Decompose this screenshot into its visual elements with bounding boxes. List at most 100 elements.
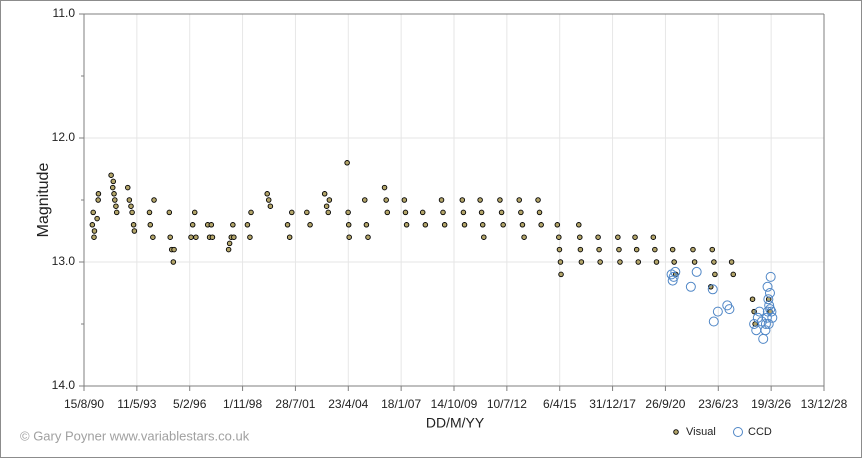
x-tick-label: 23/4/04: [328, 397, 368, 411]
x-tick-label: 31/12/17: [589, 397, 636, 411]
point: [691, 266, 702, 277]
point: [289, 209, 295, 216]
point: [345, 222, 352, 228]
point: [90, 209, 96, 216]
point: [248, 209, 254, 216]
point: [247, 234, 253, 240]
point: [381, 184, 388, 191]
annotation: © Gary Poyner www.variablestars.co.uk: [20, 428, 250, 443]
legend-label: Visual: [686, 426, 716, 438]
point: [711, 259, 717, 265]
point: [113, 209, 120, 216]
point: [671, 259, 677, 265]
point: [650, 234, 657, 240]
point: [108, 172, 114, 178]
x-tick-label: 23/6/23: [698, 397, 738, 411]
x-tick-label: 10/7/12: [487, 397, 527, 411]
point: [668, 271, 679, 282]
point: [326, 197, 333, 203]
y-tick-label: 12.0: [52, 130, 76, 144]
legend-marker: [733, 427, 743, 437]
x-tick-label: 13/12/28: [801, 397, 848, 411]
point: [556, 234, 562, 240]
point: [521, 234, 527, 240]
point: [128, 203, 134, 209]
point: [518, 209, 524, 216]
point: [208, 222, 215, 228]
point: [91, 228, 98, 234]
point: [749, 319, 760, 329]
point: [616, 246, 622, 253]
x-tick-label: 18/1/07: [381, 397, 421, 411]
point: [478, 209, 485, 216]
point: [712, 271, 718, 278]
point: [558, 271, 564, 278]
point: [728, 259, 735, 265]
point: [147, 222, 154, 228]
legend-marker: [673, 429, 679, 435]
point: [403, 222, 410, 228]
point: [110, 178, 117, 185]
point: [712, 306, 723, 317]
x-tick-label: 26/9/20: [645, 397, 685, 411]
point: [110, 184, 116, 191]
point: [126, 197, 133, 203]
point: [754, 306, 765, 317]
point: [760, 325, 771, 336]
point: [171, 246, 177, 253]
point: [730, 271, 736, 278]
point: [460, 209, 467, 216]
point: [363, 222, 370, 228]
point: [304, 209, 310, 216]
point: [708, 316, 719, 327]
point: [384, 209, 391, 216]
point: [763, 319, 774, 329]
point: [709, 246, 716, 253]
legend-label: CCD: [748, 426, 772, 438]
point: [226, 240, 233, 247]
point: [402, 209, 409, 216]
point: [362, 197, 368, 203]
y-axis-label: Magnitude: [35, 163, 52, 238]
x-tick-label: 19/3/26: [751, 397, 791, 411]
point: [765, 304, 776, 315]
point: [267, 203, 274, 209]
point: [344, 160, 350, 166]
point: [707, 284, 718, 295]
point: [617, 259, 623, 265]
point: [131, 228, 138, 234]
point: [535, 197, 541, 203]
x-tick-label: 14/10/09: [431, 397, 478, 411]
x-tick-label: 6/4/15: [543, 397, 577, 411]
point: [500, 222, 506, 228]
point: [323, 203, 330, 209]
x-axis-label: DD/M/YY: [426, 415, 485, 431]
point: [669, 246, 676, 253]
point: [538, 222, 544, 228]
point: [691, 259, 698, 265]
point: [481, 234, 487, 240]
point: [685, 281, 696, 292]
point: [497, 197, 503, 203]
point: [130, 222, 137, 228]
point: [365, 234, 371, 240]
point: [557, 259, 564, 265]
point: [146, 209, 153, 216]
point: [167, 234, 173, 240]
point: [461, 222, 468, 228]
point: [111, 191, 117, 197]
point: [325, 209, 332, 216]
point: [766, 306, 777, 317]
point: [724, 304, 735, 315]
point: [479, 222, 486, 228]
point: [150, 234, 156, 240]
point: [189, 222, 196, 228]
point: [95, 197, 101, 203]
point: [763, 294, 774, 305]
point: [125, 184, 131, 191]
x-tick-label: 28/7/01: [275, 397, 315, 411]
point: [113, 203, 119, 209]
y-tick-label: 14.0: [52, 378, 76, 392]
point: [556, 246, 563, 253]
